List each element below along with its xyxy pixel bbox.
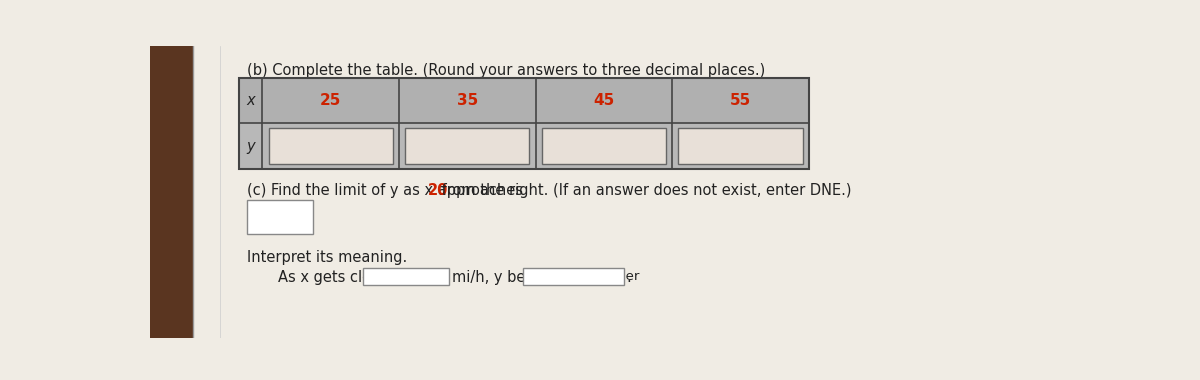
Text: v: v: [612, 271, 620, 283]
Text: 20: 20: [428, 183, 449, 198]
Text: As x gets close to: As x gets close to: [278, 271, 407, 285]
Bar: [247, 200, 313, 234]
Text: mi/h, y becomes: mi/h, y becomes: [452, 271, 574, 285]
Bar: [541, 128, 666, 164]
Text: Interpret its meaning.: Interpret its meaning.: [247, 250, 407, 264]
Text: 25: 25: [320, 93, 341, 108]
Bar: [239, 78, 809, 124]
Bar: [364, 268, 449, 285]
Bar: [678, 128, 803, 164]
Text: 55: 55: [730, 93, 751, 108]
Bar: [239, 124, 809, 169]
Text: 35: 35: [457, 93, 478, 108]
Text: 45: 45: [593, 93, 614, 108]
Text: (c) Find the limit of y as x approaches: (c) Find the limit of y as x approaches: [247, 183, 528, 198]
Text: x: x: [246, 93, 256, 108]
Bar: [150, 46, 193, 338]
Text: (b) Complete the table. (Round your answers to three decimal places.): (b) Complete the table. (Round your answ…: [247, 63, 766, 78]
Bar: [406, 128, 529, 164]
Bar: [269, 128, 392, 164]
Bar: [239, 78, 809, 169]
Text: from the right. (If an answer does not exist, enter DNE.): from the right. (If an answer does not e…: [437, 183, 852, 198]
Text: larger and larger: larger and larger: [527, 271, 640, 283]
Text: .: .: [626, 271, 631, 285]
Text: y: y: [246, 139, 256, 154]
Bar: [523, 268, 624, 285]
